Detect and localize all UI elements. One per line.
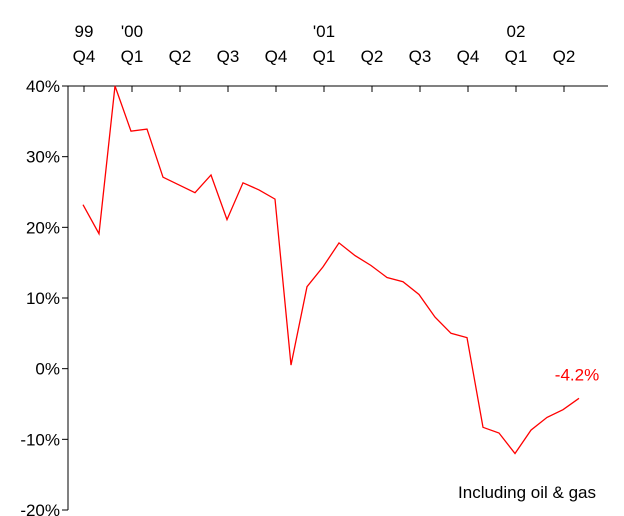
series-layer	[82, 85, 580, 455]
y-tick-label: 20%	[26, 218, 60, 237]
x-tick-year-label: '00	[121, 22, 143, 41]
x-tick-quarter-label: Q1	[505, 47, 528, 66]
x-tick-quarter-label: Q2	[361, 47, 384, 66]
y-tick-label: -10%	[20, 430, 60, 449]
end-value-label: -4.2%	[555, 365, 599, 384]
y-tick-label: 40%	[26, 77, 60, 96]
y-tick-label: 10%	[26, 289, 60, 308]
x-tick-quarter-label: Q2	[553, 47, 576, 66]
x-tick-quarter-label: Q4	[73, 47, 96, 66]
x-tick-quarter-label: Q4	[265, 47, 288, 66]
x-tick-quarter-label: Q1	[121, 47, 144, 66]
x-tick-quarter-label: Q4	[457, 47, 480, 66]
x-tick-year-label: '01	[313, 22, 335, 41]
x-tick-quarter-label: Q1	[313, 47, 336, 66]
series-line	[82, 85, 580, 455]
x-tick-quarter-label: Q3	[217, 47, 240, 66]
chart-annotation: Including oil & gas	[458, 483, 596, 502]
x-tick-quarter-label: Q2	[169, 47, 192, 66]
x-tick-year-label: 99	[75, 22, 94, 41]
y-tick-label: 0%	[35, 360, 60, 379]
y-axis: 40% 30% 20% 10% 0% -10% -20%	[20, 77, 69, 516]
x-tick-quarter-label: Q3	[409, 47, 432, 66]
x-axis: Q4 99 Q1 '00 Q2 Q3 Q4 Q1 '01 Q2 Q3 Q4 Q1 02 Q2	[68, 22, 608, 92]
y-tick-label: -20%	[20, 501, 60, 516]
y-tick-label: 30%	[26, 148, 60, 167]
x-tick-year-label: 02	[507, 22, 526, 41]
